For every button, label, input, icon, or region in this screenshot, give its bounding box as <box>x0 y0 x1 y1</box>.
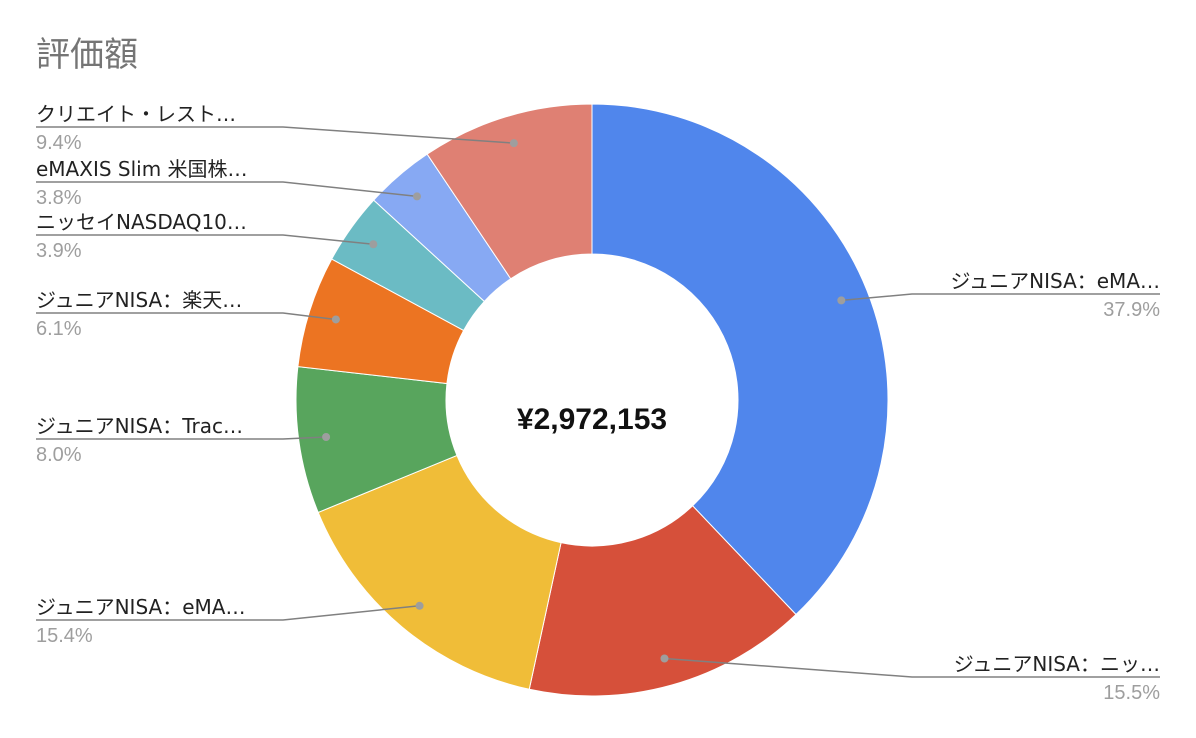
slice-label-1: ジュニアNISA：eMA… <box>951 269 1160 293</box>
leader-dot-5 <box>331 315 340 324</box>
slice-8[interactable] <box>426 103 593 280</box>
leader-dot-1 <box>837 296 846 305</box>
slice-percent-7: 3.8% <box>36 187 82 209</box>
leader-dot-3 <box>415 601 424 610</box>
slice-percent-3: 15.4% <box>36 625 93 647</box>
slice-label-3: ジュニアNISA：eMA… <box>36 595 245 619</box>
leader-line-4 <box>36 436 327 440</box>
slice-label-2: ジュニアNISA：ニッ… <box>954 652 1160 676</box>
slice-1[interactable] <box>591 103 889 616</box>
slice-percent-4: 8.0% <box>36 444 82 466</box>
slice-label-6: ニッセイNASDAQ10… <box>36 210 247 234</box>
leader-line-6 <box>36 234 374 245</box>
slice-2[interactable] <box>528 505 797 697</box>
slice-label-7: eMAXIS Slim 米国株… <box>36 157 248 181</box>
leader-line-7 <box>36 181 418 198</box>
leader-line-2 <box>664 657 1160 678</box>
slice-percent-8: 9.4% <box>36 132 82 154</box>
slice-percent-1: 37.9% <box>1103 299 1160 321</box>
center-total: ¥2,972,153 <box>517 403 667 436</box>
leader-line-3 <box>36 605 420 621</box>
leader-line-8 <box>36 126 514 144</box>
slices-group <box>295 103 889 697</box>
leader-line-5 <box>36 312 336 321</box>
slice-percent-6: 3.9% <box>36 240 82 262</box>
slice-label-5: ジュニアNISA：楽天… <box>36 288 242 312</box>
labels-group: ジュニアNISA：eMA… 37.9% ジュニアNISA：ニッ… 15.5% ジュニアN… <box>36 102 1160 704</box>
leader-dot-4 <box>322 432 331 441</box>
slice-percent-2: 15.5% <box>1103 682 1160 704</box>
slice-label-4: ジュニアNISA：Trac… <box>36 414 243 438</box>
leader-line-1 <box>841 293 1160 302</box>
chart-title: 評価額 <box>36 35 138 75</box>
slice-label-8: クリエイト・レスト… <box>36 102 236 126</box>
slice-3[interactable] <box>317 454 562 690</box>
leader-dot-8 <box>509 139 518 148</box>
leader-dot-6 <box>369 240 378 249</box>
slice-percent-5: 6.1% <box>36 318 82 340</box>
leader-dot-7 <box>413 192 422 201</box>
leader-dot-2 <box>660 654 669 663</box>
